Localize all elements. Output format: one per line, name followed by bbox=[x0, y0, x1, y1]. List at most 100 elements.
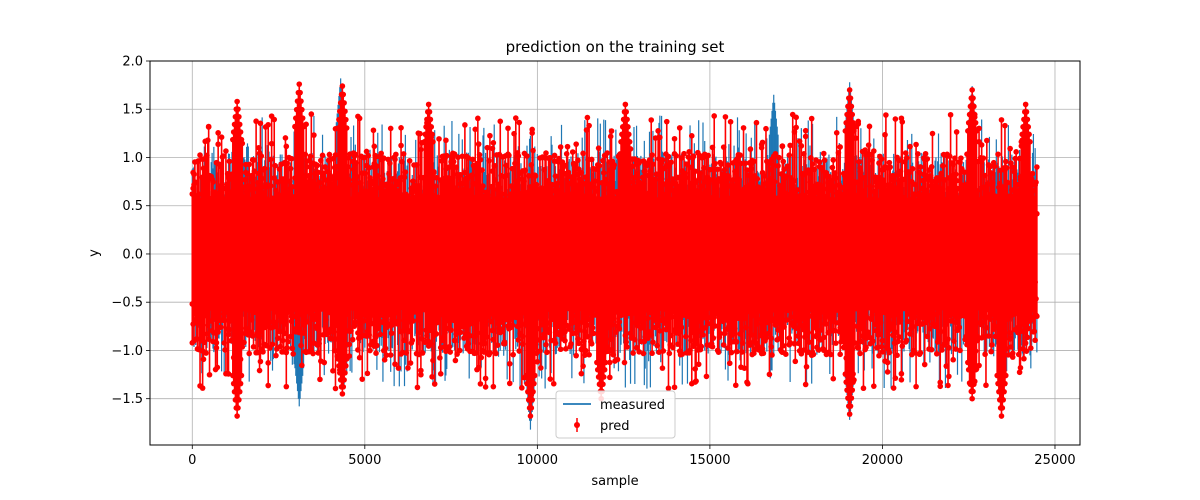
pred-marker bbox=[340, 384, 347, 390]
pred-marker bbox=[534, 359, 541, 365]
pred-marker bbox=[472, 126, 479, 133]
pred-marker bbox=[257, 358, 264, 365]
pred-marker bbox=[829, 164, 836, 171]
pred-marker bbox=[586, 122, 592, 129]
pred-marker bbox=[650, 161, 656, 168]
pred-marker bbox=[378, 150, 385, 157]
pred-marker bbox=[850, 371, 856, 377]
pred-marker bbox=[753, 119, 760, 126]
pred-marker bbox=[917, 350, 924, 356]
pred-marker bbox=[903, 155, 910, 161]
pred-marker bbox=[692, 366, 699, 372]
pred-marker bbox=[299, 362, 305, 369]
pred-marker bbox=[361, 318, 367, 324]
pred-marker bbox=[352, 151, 359, 158]
pred-marker bbox=[265, 382, 271, 389]
pred-marker bbox=[659, 365, 666, 371]
pred-marker bbox=[950, 356, 956, 363]
pred-marker bbox=[630, 350, 636, 356]
x-axis-label: sample bbox=[591, 474, 638, 489]
pred-marker bbox=[833, 340, 839, 346]
pred-marker bbox=[427, 116, 434, 123]
pred-marker bbox=[398, 124, 404, 131]
pred-marker bbox=[437, 355, 443, 361]
pred-marker bbox=[1032, 337, 1038, 344]
pred-marker bbox=[952, 346, 959, 352]
pred-marker bbox=[310, 350, 316, 357]
pred-marker bbox=[870, 338, 876, 344]
pred-marker bbox=[929, 130, 936, 137]
pred-marker bbox=[744, 167, 750, 173]
pred-marker bbox=[527, 413, 534, 419]
pred-marker bbox=[611, 162, 617, 168]
pred-marker bbox=[837, 351, 843, 358]
pred-marker bbox=[763, 335, 769, 341]
pred-marker bbox=[983, 382, 989, 389]
pred-marker bbox=[892, 375, 899, 381]
pred-marker bbox=[573, 141, 579, 147]
pred-marker bbox=[482, 375, 489, 382]
pred-marker bbox=[883, 112, 889, 118]
pred-marker bbox=[792, 358, 799, 365]
pred-marker bbox=[346, 177, 353, 183]
pred-marker bbox=[858, 338, 864, 345]
pred-marker bbox=[516, 119, 523, 126]
pred-marker bbox=[857, 350, 863, 357]
pred-marker bbox=[533, 181, 540, 188]
pred-marker bbox=[703, 373, 710, 380]
pred-marker bbox=[659, 157, 666, 163]
pred-marker bbox=[876, 352, 882, 359]
pred-marker bbox=[998, 117, 1005, 123]
axes-frame bbox=[149, 60, 1081, 446]
pred-marker bbox=[742, 160, 749, 167]
pred-marker bbox=[250, 157, 257, 163]
pred-marker bbox=[633, 344, 640, 351]
pred-marker bbox=[855, 118, 862, 125]
pred-marker bbox=[1009, 350, 1016, 357]
pred-marker bbox=[285, 338, 291, 345]
pred-marker bbox=[235, 106, 241, 112]
pred-marker bbox=[414, 384, 421, 391]
pred-marker bbox=[215, 141, 221, 148]
pred-marker bbox=[879, 337, 886, 344]
pred-marker bbox=[830, 375, 837, 382]
pred-marker bbox=[493, 350, 499, 357]
legend-pred-label: pred bbox=[600, 419, 630, 434]
pred-marker bbox=[515, 337, 522, 343]
pred-marker bbox=[665, 153, 672, 160]
pred-marker bbox=[191, 171, 197, 178]
pred-marker bbox=[304, 164, 310, 170]
pred-marker bbox=[241, 339, 247, 346]
pred-marker bbox=[946, 344, 952, 351]
pred-marker bbox=[940, 163, 946, 169]
pred-marker bbox=[616, 319, 623, 325]
pred-marker bbox=[1028, 345, 1034, 351]
pred-marker bbox=[976, 125, 982, 132]
pred-marker bbox=[656, 349, 662, 356]
y-tick-label: 1.5 bbox=[122, 103, 143, 118]
pred-marker bbox=[608, 128, 615, 134]
pred-marker bbox=[937, 383, 944, 390]
pred-marker bbox=[512, 115, 519, 121]
pred-marker bbox=[322, 164, 328, 170]
pred-marker bbox=[952, 171, 959, 177]
pred-marker bbox=[223, 148, 229, 154]
pred-marker bbox=[489, 145, 496, 152]
pred-marker bbox=[821, 157, 828, 164]
pred-marker bbox=[657, 327, 663, 334]
pred-marker bbox=[459, 153, 466, 160]
pred-marker bbox=[693, 378, 699, 384]
pred-marker bbox=[851, 377, 857, 383]
pred-marker bbox=[820, 334, 827, 341]
pred-marker bbox=[509, 322, 516, 328]
pred-marker bbox=[917, 164, 924, 170]
pred-marker bbox=[889, 172, 896, 179]
pred-marker bbox=[552, 340, 559, 346]
pred-marker bbox=[366, 164, 372, 171]
pred-marker bbox=[665, 385, 672, 392]
pred-marker bbox=[528, 405, 535, 411]
pred-marker bbox=[850, 119, 856, 126]
pred-marker bbox=[452, 357, 459, 364]
pred-marker bbox=[747, 146, 754, 152]
pred-marker bbox=[984, 137, 990, 144]
